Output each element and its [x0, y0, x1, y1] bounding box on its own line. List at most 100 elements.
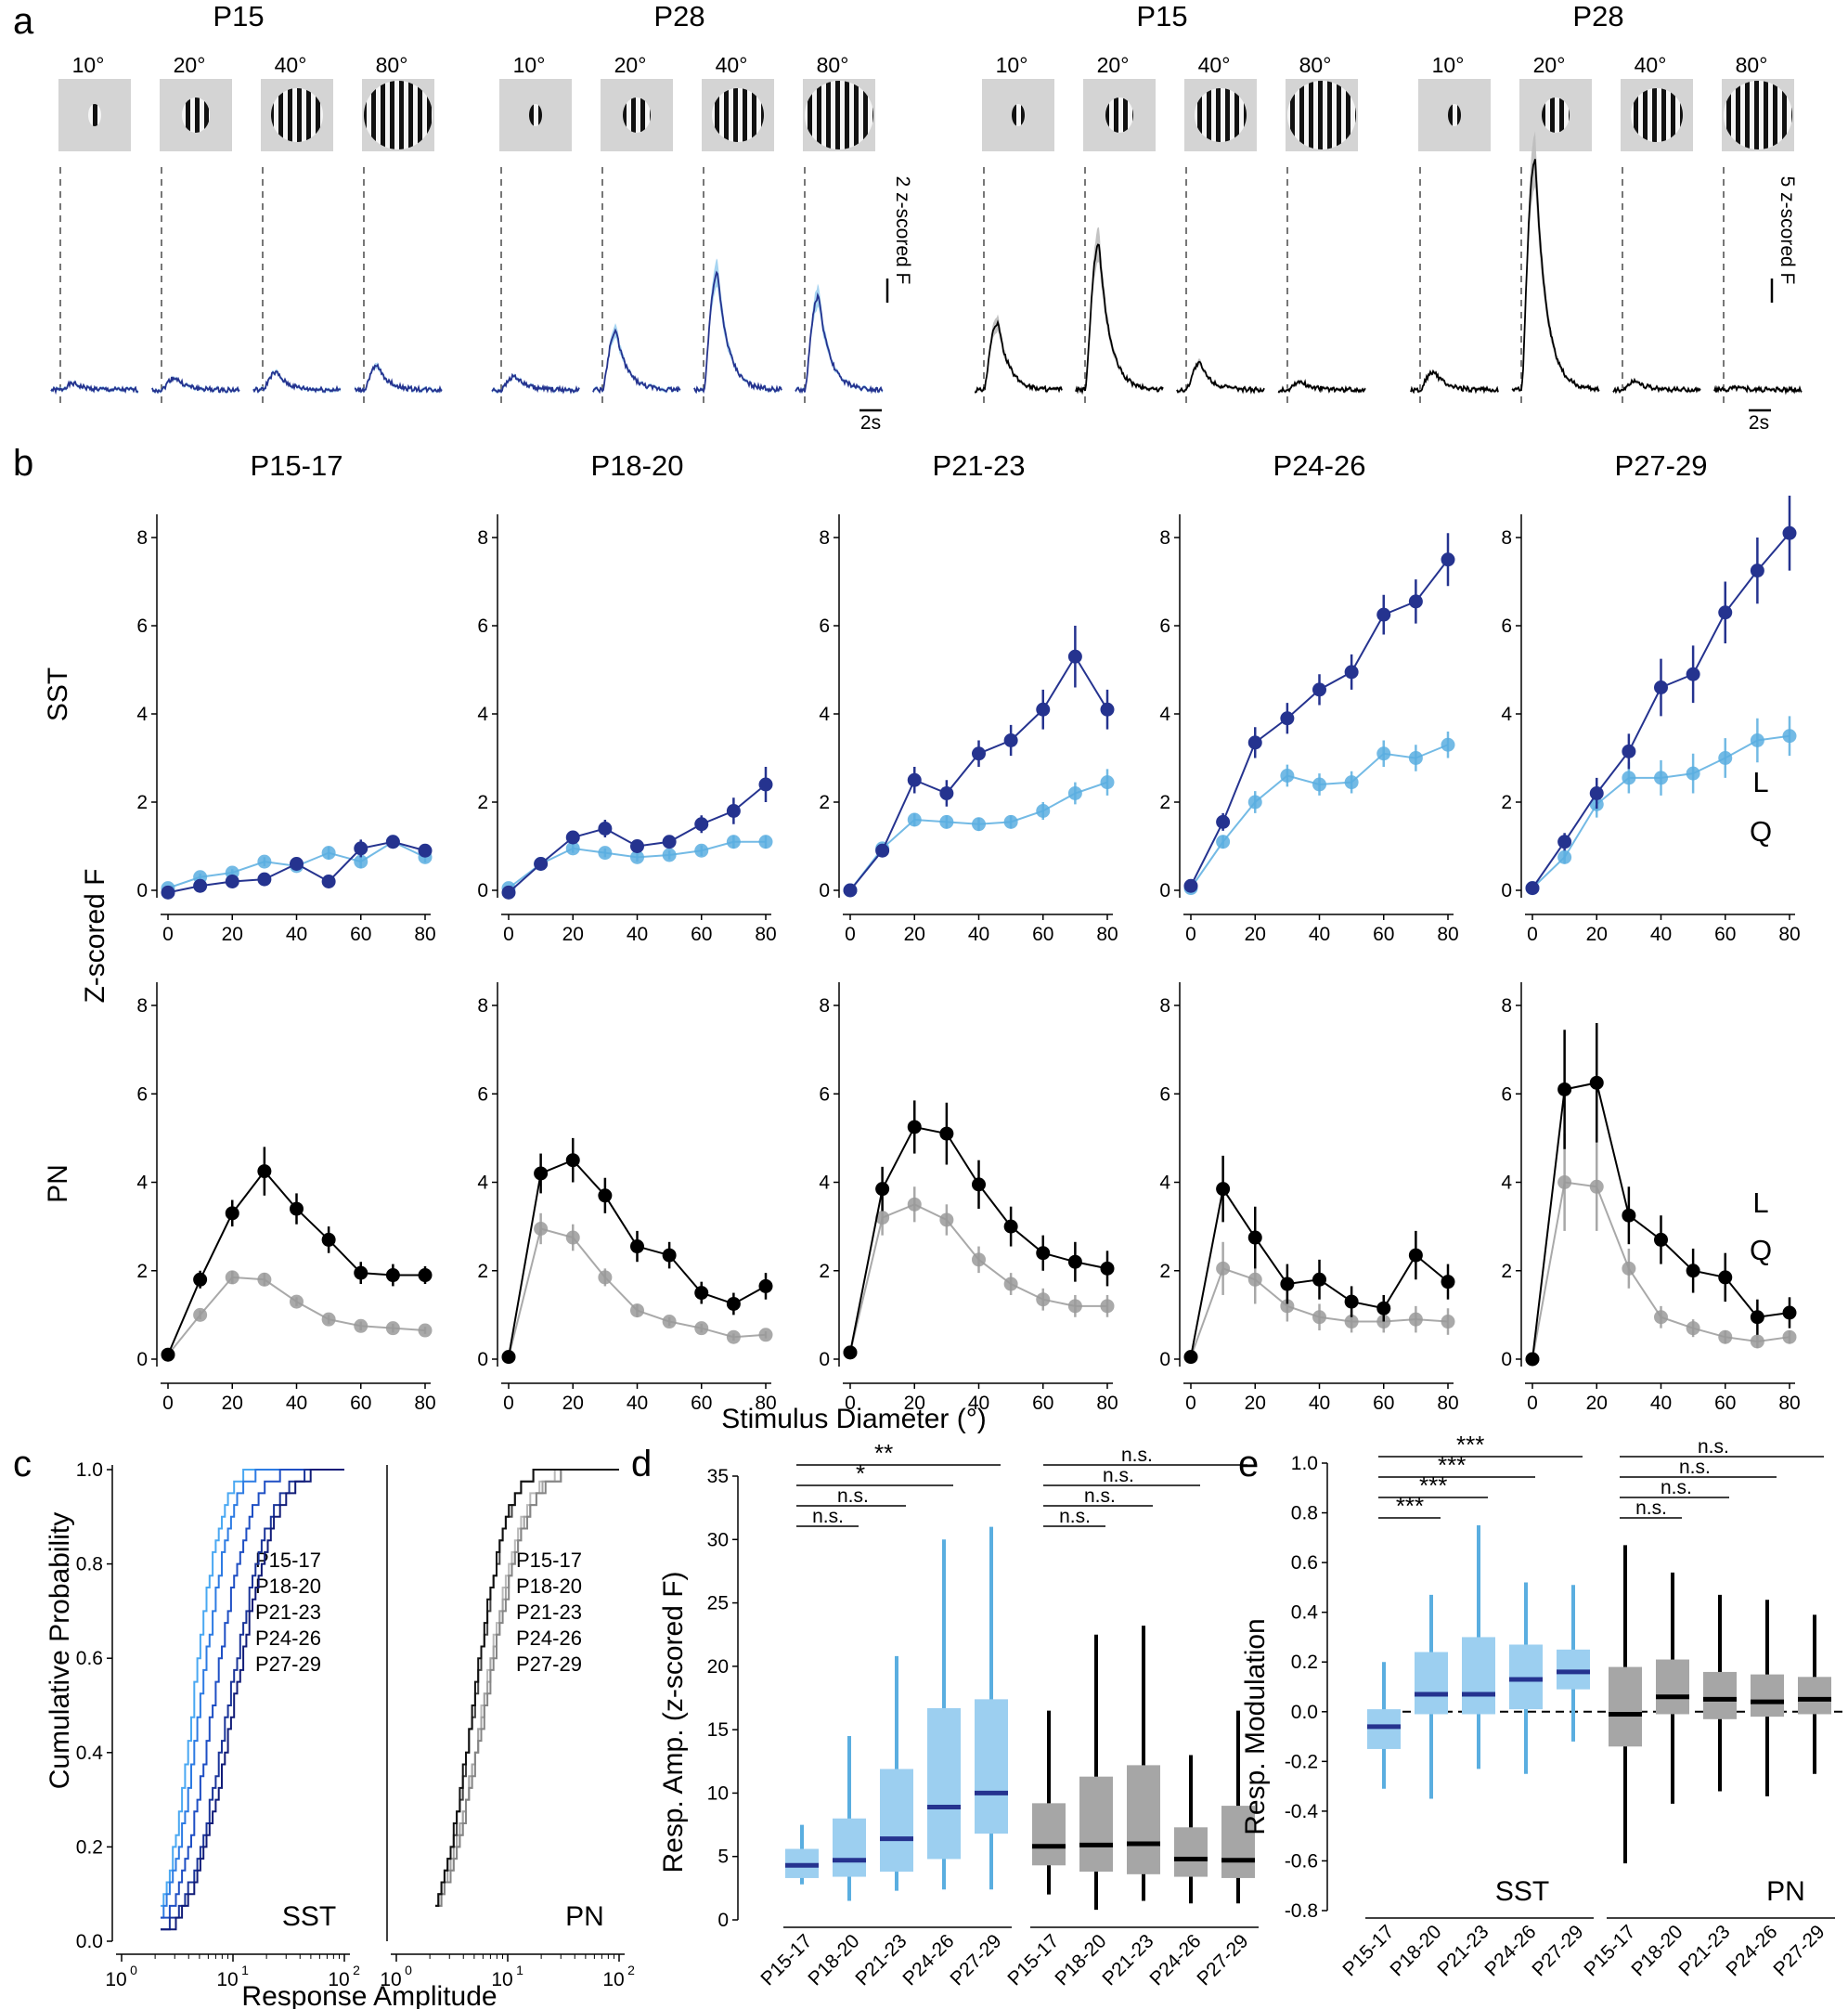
series-line-L	[1190, 559, 1449, 887]
box-iqr	[1703, 1671, 1737, 1719]
category-label: P18-20	[804, 1930, 863, 1990]
data-point-L	[662, 835, 677, 849]
data-point-L	[225, 1206, 239, 1221]
data-point-L	[501, 885, 516, 900]
data-point-Q	[1247, 1272, 1262, 1287]
data-point-L	[501, 1350, 516, 1365]
cdf-line	[435, 1469, 619, 1907]
scale-label: 5 z-scored F	[1777, 176, 1798, 285]
data-point-Q	[630, 849, 644, 864]
data-point-Q	[694, 1321, 709, 1336]
row-label: PN	[43, 1164, 73, 1203]
data-point-Q	[1718, 1329, 1733, 1344]
stim-label: 20°	[1097, 53, 1130, 77]
y-tick-label: 0	[1159, 880, 1170, 901]
data-point-L	[972, 1177, 986, 1192]
x-tick-label: 20	[562, 924, 584, 945]
x-tick-label: 80	[1096, 1393, 1118, 1414]
trace-line	[151, 376, 240, 395]
box-iqr	[1032, 1803, 1066, 1866]
x-axis-label: Response Amplitude	[241, 1981, 497, 2009]
group-label: PN	[565, 1901, 604, 1932]
data-point-L	[534, 1166, 549, 1181]
data-point-Q	[354, 1318, 368, 1333]
data-point-Q	[1557, 1175, 1572, 1189]
box-iqr	[1609, 1666, 1642, 1747]
x-tick-label: 80	[1096, 924, 1118, 945]
x-tick-exponent: 1	[241, 1963, 249, 1977]
scale-label: 2 z-scored F	[892, 176, 913, 285]
box-iqr	[1798, 1677, 1831, 1715]
x-tick-label: 40	[1309, 1393, 1330, 1414]
y-axis-label: Z-scored F	[80, 868, 110, 1003]
data-point-Q	[1376, 746, 1391, 761]
x-tick-label: 0	[1527, 924, 1538, 945]
data-point-Q	[1312, 1310, 1326, 1325]
trace-line	[1713, 384, 1803, 395]
data-point-L	[1183, 878, 1198, 893]
data-point-Q	[726, 835, 741, 849]
data-point-Q	[1557, 849, 1572, 864]
grating-stimulus	[805, 81, 873, 149]
x-tick-exponent: 2	[627, 1963, 635, 1977]
significance-label: n.s.	[1635, 1497, 1667, 1519]
stim-label: 10°	[996, 53, 1028, 77]
data-point-Q	[1280, 1299, 1295, 1314]
y-tick-label: 8	[1159, 995, 1170, 1017]
box-iqr	[1415, 1652, 1448, 1715]
series-line-Q	[849, 1203, 1107, 1354]
trace-line	[1075, 243, 1164, 395]
grating-stimulus	[271, 88, 323, 142]
data-point-Q	[1408, 751, 1423, 765]
y-tick-label: -0.2	[1285, 1751, 1318, 1772]
y-tick-label: 8	[136, 995, 148, 1017]
data-point-Q	[1216, 835, 1231, 849]
data-point-Q	[565, 1230, 580, 1245]
category-label: P18-20	[1627, 1921, 1686, 1980]
data-point-L	[321, 875, 336, 888]
data-point-L	[1441, 552, 1455, 567]
data-point-L	[1344, 1294, 1359, 1309]
y-tick-label: 4	[477, 704, 488, 725]
category-label: P15-17	[1580, 1921, 1639, 1980]
data-point-Q	[1280, 769, 1295, 783]
y-tick-label: 30	[707, 1529, 729, 1550]
data-point-Q	[598, 846, 613, 861]
box-iqr	[1127, 1765, 1160, 1874]
data-point-Q	[193, 1307, 208, 1322]
stim-label: 10°	[72, 53, 105, 77]
legend-entry: P18-20	[516, 1575, 582, 1598]
stim-label: 80°	[376, 53, 408, 77]
y-tick-label: 6	[477, 1083, 488, 1105]
data-point-L	[1216, 814, 1231, 829]
category-label: P15-17	[1338, 1921, 1398, 1980]
x-tick-label: 80	[755, 1393, 776, 1414]
y-tick-label: 6	[136, 616, 148, 637]
category-label: P24-26	[1480, 1921, 1540, 1980]
data-point-Q	[1408, 1312, 1423, 1327]
data-point-L	[1718, 605, 1733, 620]
data-point-Q	[225, 1270, 239, 1285]
data-point-Q	[1686, 1321, 1700, 1336]
legend-Q: Q	[1750, 1234, 1772, 1266]
y-tick-label: 0.8	[76, 1554, 103, 1575]
panel-e: e Resp. Modulation -0.8 -0.6 -0.4 -0.2 0.0 0.2 0…	[1238, 1431, 1847, 1980]
data-point-L	[1441, 1275, 1455, 1290]
data-point-L	[225, 875, 239, 888]
panel-letter: a	[13, 1, 34, 42]
x-tick-label: 60	[1032, 924, 1053, 945]
y-tick-label: 8	[1501, 527, 1512, 549]
panel-a-group: P28 10° 20° 40° 80°	[1410, 0, 1803, 407]
x-tick-label: 80	[414, 924, 435, 945]
trace-line	[1612, 377, 1701, 395]
x-tick-exponent: 0	[130, 1963, 137, 1977]
y-tick-label: 4	[1159, 704, 1170, 725]
data-point-L	[1067, 1254, 1082, 1269]
significance-label: n.s.	[1661, 1477, 1692, 1498]
grating-stimulus	[623, 97, 651, 133]
data-point-L	[161, 1347, 175, 1362]
y-tick-label: 6	[1159, 616, 1170, 637]
